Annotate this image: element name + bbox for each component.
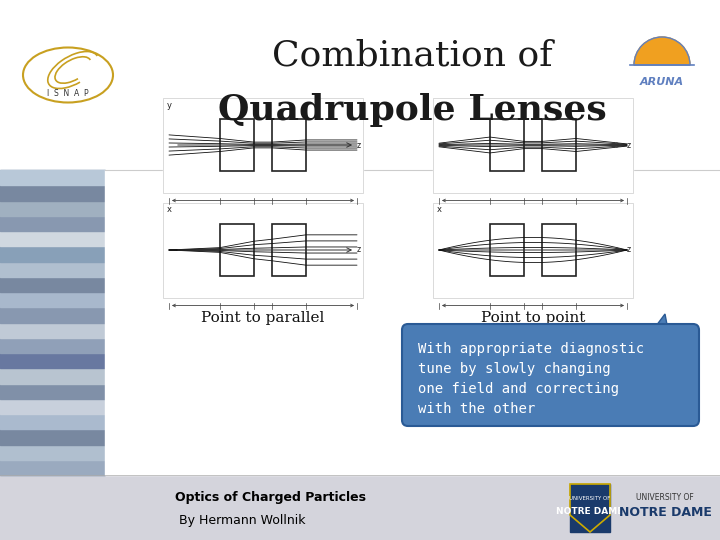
Bar: [490, 119, 524, 171]
Text: z: z: [357, 246, 361, 254]
Text: NOTRE DAME: NOTRE DAME: [557, 508, 624, 516]
Text: z: z: [627, 246, 631, 254]
Bar: [0, 338, 105, 353]
Bar: [433, 98, 633, 192]
Bar: [0, 261, 105, 276]
Bar: [0, 322, 105, 338]
Bar: [0, 185, 105, 200]
Bar: [0, 459, 105, 475]
Bar: [163, 202, 363, 298]
Bar: [490, 224, 524, 276]
Bar: [272, 119, 306, 171]
Bar: [0, 444, 105, 460]
Bar: [0, 399, 105, 414]
Bar: [433, 98, 633, 192]
Bar: [163, 202, 363, 298]
Text: Quadrupole Lenses: Quadrupole Lenses: [218, 93, 607, 127]
Bar: [220, 224, 254, 276]
Bar: [0, 475, 720, 540]
Bar: [0, 231, 105, 246]
Bar: [0, 383, 105, 399]
Bar: [0, 170, 105, 185]
Text: Optics of Charged Particles: Optics of Charged Particles: [175, 491, 366, 504]
Text: x: x: [437, 206, 442, 214]
Polygon shape: [653, 314, 668, 330]
Text: x: x: [167, 206, 172, 214]
Text: NOTRE DAME: NOTRE DAME: [618, 505, 711, 518]
Polygon shape: [570, 484, 610, 532]
Text: Point to parallel: Point to parallel: [202, 311, 325, 325]
Text: z: z: [357, 140, 361, 150]
Bar: [0, 276, 105, 292]
Bar: [0, 414, 105, 429]
Text: Combination of: Combination of: [272, 38, 553, 72]
Bar: [105, 170, 720, 475]
Bar: [0, 215, 105, 231]
Text: With appropriate diagnostic
tune by slowly changing
one field and correcting
wit: With appropriate diagnostic tune by slow…: [418, 342, 644, 416]
Bar: [0, 170, 105, 475]
Bar: [0, 368, 105, 383]
Bar: [0, 353, 105, 368]
Bar: [163, 98, 363, 192]
Bar: [0, 429, 105, 444]
Bar: [542, 224, 576, 276]
Bar: [0, 200, 105, 216]
Text: By Hermann Wollnik: By Hermann Wollnik: [175, 514, 305, 527]
Bar: [570, 484, 610, 532]
Text: ARUNA: ARUNA: [640, 77, 684, 87]
Bar: [433, 202, 633, 298]
Wedge shape: [634, 37, 690, 65]
Bar: [0, 0, 720, 170]
Bar: [272, 224, 306, 276]
Text: Point to point: Point to point: [481, 311, 585, 325]
Bar: [220, 119, 254, 171]
Bar: [0, 292, 105, 307]
Bar: [163, 98, 363, 192]
Bar: [433, 202, 633, 298]
Text: y: y: [167, 100, 172, 110]
Text: y: y: [437, 100, 442, 110]
Text: z: z: [627, 140, 631, 150]
Text: UNIVERSITY OF: UNIVERSITY OF: [570, 496, 611, 501]
Text: I  S  N  A  P: I S N A P: [48, 89, 89, 98]
Bar: [0, 246, 105, 261]
Bar: [542, 119, 576, 171]
FancyBboxPatch shape: [402, 324, 699, 426]
Text: UNIVERSITY OF: UNIVERSITY OF: [636, 494, 694, 503]
Bar: [0, 307, 105, 322]
